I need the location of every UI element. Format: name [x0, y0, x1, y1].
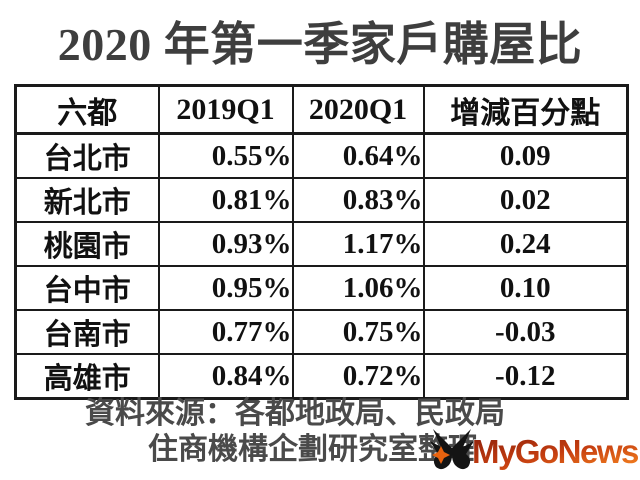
q1-2019-cell: 0.84%: [157, 353, 294, 400]
source-line-2: 住商機構企劃研究室整理: [148, 433, 478, 466]
table-row: 高雄市 0.84% 0.72% -0.12: [14, 353, 629, 400]
butterfly-icon: [430, 429, 474, 470]
change-cell: 0.10: [422, 265, 629, 311]
q1-2020-cell: 0.83%: [291, 177, 425, 223]
header-row: 六都 2019Q1 2020Q1 增減百分點: [14, 84, 629, 135]
source-line-1: 資料來源：各都地政局、民政局: [85, 397, 505, 430]
table-row: 台中市 0.95% 1.06% 0.10: [14, 265, 629, 311]
q1-2020-cell: 0.75%: [291, 309, 425, 355]
q1-2020-cell: 0.72%: [291, 353, 425, 400]
column-header-city: 六都: [14, 84, 160, 135]
q1-2020-cell: 1.17%: [291, 221, 425, 267]
change-cell: 0.02: [422, 177, 629, 223]
table-row: 台南市 0.77% 0.75% -0.03: [14, 309, 629, 355]
change-cell: 0.24: [422, 221, 629, 267]
q1-2019-cell: 0.81%: [157, 177, 294, 223]
column-header-2019q1: 2019Q1: [157, 84, 294, 135]
q1-2020-cell: 0.64%: [291, 132, 425, 179]
table-row: 台北市 0.55% 0.64% 0.09: [14, 132, 629, 179]
city-cell: 新北市: [14, 177, 160, 223]
household-purchase-ratio-table: 六都 2019Q1 2020Q1 增減百分點 台北市 0.55% 0.64% 0…: [14, 84, 629, 400]
page-title: 2020 年第一季家戶購屋比: [57, 19, 583, 70]
q1-2019-cell: 0.55%: [157, 132, 294, 179]
city-cell: 台中市: [14, 265, 160, 311]
data-source-note: 資料來源：各都地政局、民政局 住商機構企劃研究室整理: [0, 396, 590, 468]
q1-2019-cell: 0.93%: [157, 221, 294, 267]
table-row: 新北市 0.81% 0.83% 0.02: [14, 177, 629, 223]
logo-wordmark: MyGoNews: [472, 433, 638, 470]
city-cell: 桃園市: [14, 221, 160, 267]
mygonews-logo: MyGoNews: [430, 429, 638, 471]
q1-2019-cell: 0.95%: [157, 265, 294, 311]
q1-2020-cell: 1.06%: [291, 265, 425, 311]
column-header-change: 增減百分點: [422, 84, 629, 135]
table-row: 桃園市 0.93% 1.17% 0.24: [14, 221, 629, 267]
change-cell: 0.09: [422, 132, 629, 179]
city-cell: 台北市: [14, 132, 160, 179]
column-header-2020q1: 2020Q1: [291, 84, 425, 135]
q1-2019-cell: 0.77%: [157, 309, 294, 355]
change-cell: -0.03: [422, 309, 629, 355]
city-cell: 台南市: [14, 309, 160, 355]
city-cell: 高雄市: [14, 353, 160, 400]
change-cell: -0.12: [422, 353, 629, 400]
